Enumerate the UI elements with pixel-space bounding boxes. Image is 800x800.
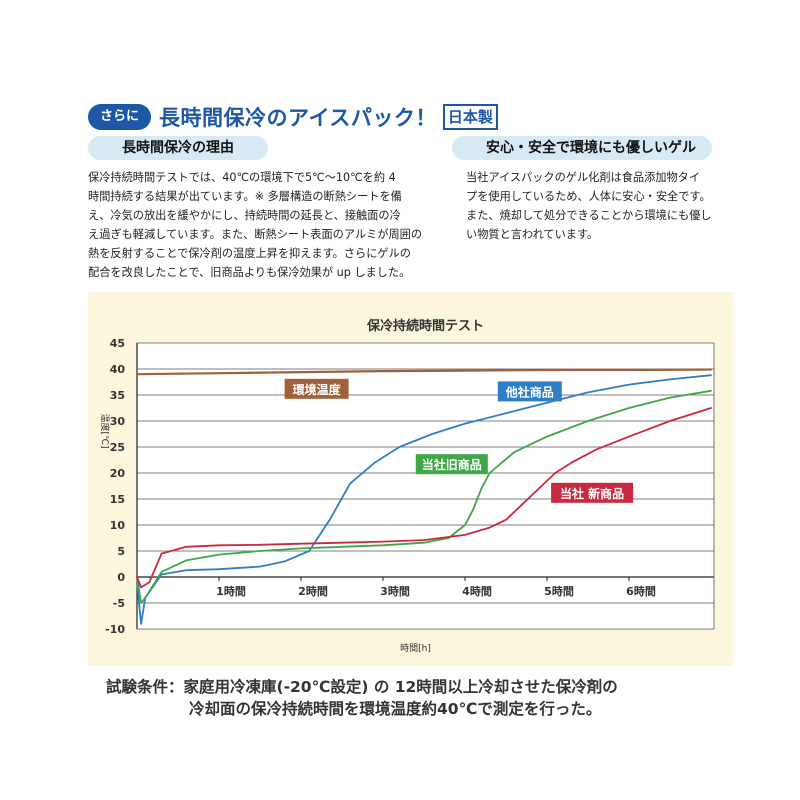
y-tick-label: 10 [110, 519, 126, 532]
section-heading-reason: 長時間保冷の理由 [88, 136, 268, 160]
text-line: え過ぎも軽減しています。また、断熱シート表面のアルミが周囲の [88, 228, 423, 241]
text-line: 当社アイスパックのゲル化剤は食品添加物タイ [466, 171, 701, 184]
chart-panel: 保冷持続時間テスト -10 -5 0 5 10 15 20 25 30 35 40 45 1時間 2時間 3時… [88, 292, 733, 666]
condition-line-1: 試験条件：家庭用冷凍庫(-20℃設定) の 12時間以上冷却させた保冷剤の [106, 678, 618, 696]
text-line: い物質と言われています。 [466, 228, 599, 241]
y-tick-label: 35 [110, 389, 125, 402]
series-label-text: 当社旧商品 [422, 457, 482, 472]
section-heading-gel: 安心・安全で環境にも優しいゲル [452, 136, 712, 160]
x-tick-label: 3時間 [380, 584, 410, 598]
y-tick-label: -10 [105, 623, 125, 636]
x-tick-label: 5時間 [544, 584, 574, 598]
text-line: 保冷持続時間テストでは、40℃の環境下で5℃～10℃を約 4 [88, 171, 396, 184]
y-tick-label: -5 [113, 597, 125, 610]
section-text-reason: 保冷持続時間テストでは、40℃の環境下で5℃～10℃を約 4 時間持続する結果が… [88, 168, 443, 282]
series-label-box [551, 482, 634, 503]
series-label-3: 当社旧商品 [415, 454, 488, 475]
x-tick-label: 4時間 [462, 584, 492, 598]
text-line: プを使用しているため、人体に安心・安全です。 [466, 190, 711, 203]
text-line: 配合を改良したことで、旧商品よりも保冷効果が up しました。 [88, 266, 411, 279]
series-label-text: 環境温度 [293, 382, 342, 397]
badge-sarani: さらに [88, 104, 152, 130]
series-label-box [284, 378, 349, 399]
text-line: 熱を反射することで保冷剤の温度上昇を抑えます。さらにゲルの [88, 247, 411, 260]
y-tick-label: 40 [110, 363, 126, 376]
series-label-box [497, 381, 562, 402]
text-line: え、冷気の放出を緩やかにし、持続時間の延長と、接触面の冷 [88, 209, 401, 222]
y-tick-label: 30 [110, 415, 126, 428]
series-label-4: 当社 新商品 [551, 482, 634, 503]
condition-line-2: 冷却面の保冷持続時間を環境温度約40℃で測定を行った。 [189, 700, 602, 718]
chart-svg: 保冷持続時間テスト -10 -5 0 5 10 15 20 25 30 35 40 45 1時間 2時間 3時… [99, 318, 715, 654]
chart-title: 保冷持続時間テスト [366, 318, 484, 334]
made-in-japan-badge: 日本製 [442, 104, 498, 130]
y-tick-label: 15 [110, 493, 125, 506]
text-line: 時間持続する結果が出ています。※ 多層構造の断熱シートを備 [88, 190, 402, 203]
page-title: 長時間保冷のアイスパック！ [159, 106, 437, 130]
text-line: また、焼却して処分できることから環境にも優し [466, 209, 712, 222]
y-tick-label: 5 [117, 545, 125, 558]
x-tick-label: 2時間 [298, 584, 328, 598]
y-axis-label: 温度[℃] [99, 413, 111, 448]
x-axis-label: 時間[h] [400, 643, 431, 654]
series-line-1 [135, 368, 713, 376]
series-label-2: 他社商品 [497, 381, 562, 402]
header: さらに 長時間保冷のアイスパック！ 日本製 [88, 102, 498, 132]
series-line-3 [136, 389, 712, 604]
x-tick-label: 1時間 [216, 584, 246, 598]
y-tick-label: 20 [110, 467, 126, 480]
series-label-1: 環境温度 [284, 378, 349, 399]
test-conditions: 試験条件：家庭用冷凍庫(-20℃設定) の 12時間以上冷却させた保冷剤の 冷却… [106, 676, 746, 720]
series-line-4 [136, 407, 712, 589]
y-tick-label: 45 [110, 337, 125, 350]
y-tick-label: 0 [117, 571, 125, 584]
section-text-gel: 当社アイスパックのゲル化剤は食品添加物タイ プを使用しているため、人体に安心・安… [466, 168, 736, 244]
series-label-text: 他社商品 [505, 384, 554, 399]
series-line-2 [136, 374, 712, 625]
x-tick-label: 6時間 [626, 584, 656, 598]
series-label-box [415, 454, 488, 475]
y-tick-label: 25 [110, 441, 125, 454]
series-label-text: 当社 新商品 [560, 486, 624, 501]
